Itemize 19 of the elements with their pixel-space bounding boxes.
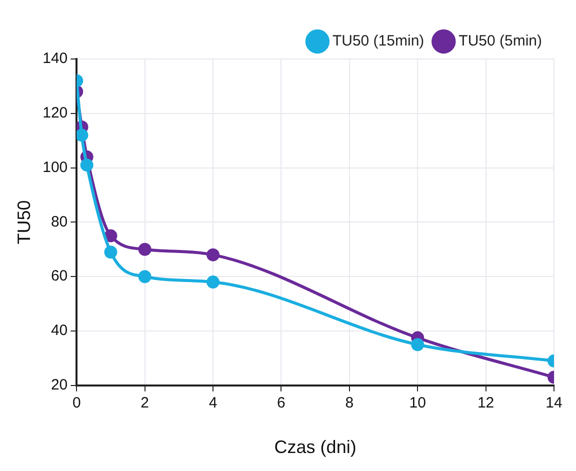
x-tick-label: 14: [546, 394, 562, 412]
x-tick-label: 4: [208, 394, 218, 412]
legend-label: TU50 (15min): [332, 32, 424, 50]
y-tick-label: 120: [42, 104, 68, 122]
y-tick-label: 60: [50, 268, 68, 285]
x-tick-label: 0: [72, 394, 81, 412]
y-tick-label: 80: [50, 213, 68, 230]
x-axis-title: Czas (dni): [274, 437, 356, 458]
x-tick-label: 10: [409, 394, 426, 412]
x-tick-label: 8: [345, 394, 354, 412]
x-tick-label: 6: [277, 394, 286, 412]
y-tick-label: 20: [50, 376, 68, 394]
y-tick-label: 100: [42, 158, 68, 176]
y-axis-title: TU50: [14, 200, 34, 244]
x-tick-label: 2: [140, 394, 149, 412]
y-tick-label: 140: [42, 50, 68, 68]
legend-label: TU50 (5min): [458, 32, 542, 50]
y-tick-label: 40: [50, 322, 68, 340]
x-tick-label: 12: [477, 394, 494, 412]
